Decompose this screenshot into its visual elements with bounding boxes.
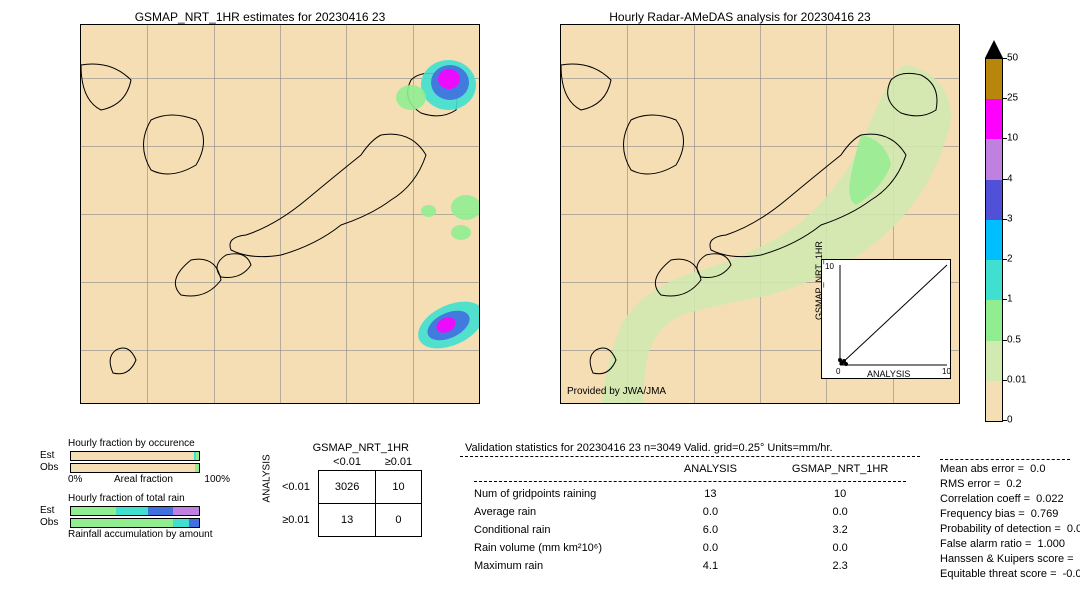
colorbar-segment xyxy=(986,300,1002,340)
colorbar-tick: 25 xyxy=(1007,93,1018,104)
stats-block: Mean abs error = 0.0 RMS error = 0.2 Corre… xyxy=(940,459,1080,583)
colorbar-tick: 3 xyxy=(1007,213,1013,224)
colorbar: 50251043210.50.010 xyxy=(985,40,1003,420)
val-b: 2.3 xyxy=(762,558,918,574)
val-a: 6.0 xyxy=(661,522,761,538)
val-a: 0.0 xyxy=(661,504,761,520)
inset-ylabel: GSMAP_NRT_1HR xyxy=(814,241,824,320)
scatter-inset: ANALYSIS GSMAP_NRT_1HR 0 10 10 xyxy=(821,259,951,379)
val-label: Rain volume (mm km²10⁶) xyxy=(462,540,659,556)
val-label: Average rain xyxy=(462,504,659,520)
ctable-cell: 0 xyxy=(376,504,421,537)
colorbar-segment xyxy=(986,381,1002,421)
val-label: Maximum rain xyxy=(462,558,659,574)
colorbar-segment xyxy=(986,99,1002,139)
stats-row: Equitable threat score = -0.002 xyxy=(940,568,1080,580)
bar-xlabel: 100% xyxy=(204,474,230,485)
occurence-title: Hourly fraction by occurence xyxy=(68,438,230,449)
bar-xlabel: Rainfall accumulation by amount xyxy=(68,529,230,540)
stats-row: False alarm ratio = 1.000 xyxy=(940,538,1080,550)
totalrain-obs-bar xyxy=(70,518,200,528)
val-colhdr: ANALYSIS xyxy=(661,461,761,477)
inset-tick: 10 xyxy=(825,262,834,271)
provided-by: Provided by JWA/JMA xyxy=(567,386,666,397)
validation-block: Validation statistics for 20230416 23 n=… xyxy=(460,442,920,576)
ctable-rowlabel: ANALYSIS xyxy=(262,489,273,503)
stats-row: Hanssen & Kuipers score = -0.003 xyxy=(940,553,1080,565)
colorbar-segment xyxy=(986,220,1002,260)
colorbar-segment xyxy=(986,180,1002,220)
totalrain-est-bar xyxy=(70,506,200,516)
ctable-cell: 3026 xyxy=(318,471,375,504)
stats-row: RMS error = 0.2 xyxy=(940,478,1080,490)
validation-title: Validation statistics for 20230416 23 n=… xyxy=(465,442,920,454)
ctable-cell: 13 xyxy=(318,504,375,537)
occurence-est-bar xyxy=(70,451,200,461)
colorbar-tick: 10 xyxy=(1007,133,1018,144)
occurence-obs-bar xyxy=(70,463,200,473)
contingency-table: <0.01≥0.01 <0.01302610 ≥0.01130 xyxy=(274,454,422,537)
bar-label: Est xyxy=(40,505,68,516)
colorbar-segment xyxy=(986,341,1002,381)
stats-row: Correlation coeff = 0.022 xyxy=(940,493,1080,505)
colorbar-tick: 1 xyxy=(1007,294,1013,305)
bar-label: Est xyxy=(40,450,68,461)
ctable-colhdr: ≥0.01 xyxy=(376,454,421,471)
map1-title: GSMAP_NRT_1HR estimates for 20230416 23 xyxy=(40,10,480,24)
inset-xlabel: ANALYSIS xyxy=(867,369,910,379)
val-b: 3.2 xyxy=(762,522,918,538)
val-label: Conditional rain xyxy=(462,522,659,538)
val-b: 0.0 xyxy=(762,504,918,520)
ctable-title: GSMAP_NRT_1HR xyxy=(300,442,422,454)
map2: ANALYSIS GSMAP_NRT_1HR 0 10 10 Provided … xyxy=(560,24,960,404)
val-a: 4.1 xyxy=(661,558,761,574)
val-b: 0.0 xyxy=(762,540,918,556)
bar-xlabel: Areal fraction xyxy=(114,474,173,485)
map2-title: Hourly Radar-AMeDAS analysis for 2023041… xyxy=(520,10,960,24)
ctable-rowhdr: <0.01 xyxy=(274,471,318,504)
ctable-colhdr: <0.01 xyxy=(318,454,375,471)
map1: 45°N 40°N 35°N 30°N 25°N 125°E 130°E 135… xyxy=(80,24,480,404)
colorbar-tick: 0.5 xyxy=(1007,334,1021,345)
bar-label: Obs xyxy=(40,462,68,473)
colorbar-segment xyxy=(986,59,1002,99)
val-a: 0.0 xyxy=(661,540,761,556)
colorbar-tick: 0 xyxy=(1007,415,1013,426)
inset-tick: 10 xyxy=(942,367,951,376)
inset-tick: 0 xyxy=(836,367,840,376)
val-label: Num of gridpoints raining xyxy=(462,486,659,502)
stats-row: Probability of detection = 0.000 xyxy=(940,523,1080,535)
colorbar-tick: 0.01 xyxy=(1007,374,1026,385)
ctable-cell: 10 xyxy=(376,471,421,504)
colorbar-segment xyxy=(986,139,1002,179)
stats-row: Mean abs error = 0.0 xyxy=(940,463,1080,475)
colorbar-segment xyxy=(986,260,1002,300)
colorbar-tick: 2 xyxy=(1007,254,1013,265)
colorbar-tick: 50 xyxy=(1007,53,1018,64)
bar-label: Obs xyxy=(40,517,68,528)
val-colhdr: GSMAP_NRT_1HR xyxy=(762,461,918,477)
val-b: 10 xyxy=(762,486,918,502)
val-a: 13 xyxy=(661,486,761,502)
ctable-rowhdr: ≥0.01 xyxy=(274,504,318,537)
stats-row: Frequency bias = 0.769 xyxy=(940,508,1080,520)
totalrain-title: Hourly fraction of total rain xyxy=(68,493,230,504)
colorbar-tick: 4 xyxy=(1007,173,1013,184)
bar-xlabel: 0% xyxy=(68,474,82,485)
